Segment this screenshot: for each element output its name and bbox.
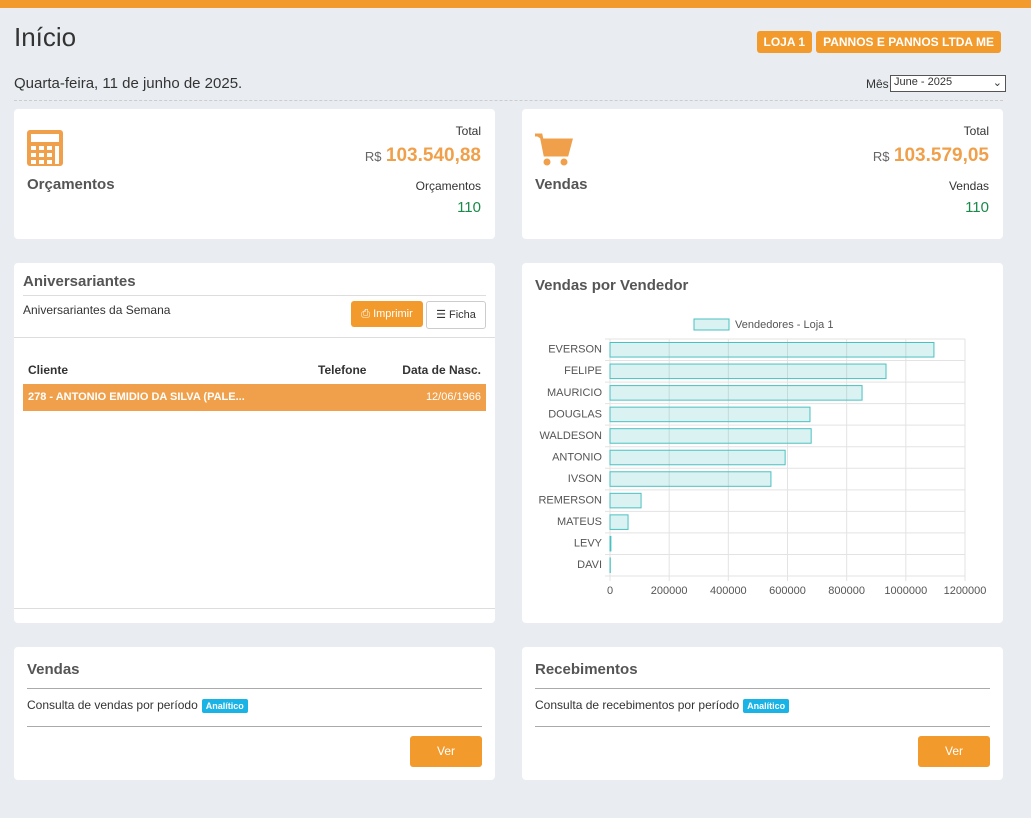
bar bbox=[610, 407, 810, 422]
month-select[interactable]: June - 2025 ⌄ bbox=[890, 75, 1006, 92]
month-label: Mês bbox=[866, 77, 889, 91]
x-tick-label: 600000 bbox=[769, 585, 806, 597]
column-header: Data de Nasc. bbox=[402, 363, 481, 377]
calculator-icon bbox=[26, 129, 64, 167]
y-tick-label: MATEUS bbox=[557, 516, 602, 528]
report-card: Recebimentos Consulta de recebimentos po… bbox=[522, 647, 1003, 780]
divider bbox=[535, 726, 990, 727]
bar bbox=[610, 493, 641, 508]
y-tick-label: LEVY bbox=[574, 538, 603, 550]
summary-name: Orçamentos bbox=[27, 176, 115, 193]
total-label: Total bbox=[964, 124, 989, 138]
table-row[interactable]: 278 - ANTONIO EMIDIO DA SILVA (PALE... 1… bbox=[23, 384, 486, 411]
summary-name: Vendas bbox=[535, 176, 588, 193]
view-button[interactable]: Ver bbox=[918, 736, 990, 767]
divider bbox=[14, 100, 1003, 101]
select-arrow: ⌄ bbox=[993, 76, 1002, 89]
y-tick-label: FELIPE bbox=[564, 365, 602, 377]
chart: 0 200000 400000 600000 800000 1000000 1200000 E… bbox=[522, 263, 1003, 623]
bar bbox=[610, 450, 785, 465]
button-label: Ficha bbox=[449, 309, 476, 321]
currency: R$ bbox=[365, 149, 382, 164]
tag: Analítico bbox=[202, 699, 248, 713]
print-button[interactable]: ⎙ Imprimir bbox=[351, 301, 423, 327]
x-tick-label: 400000 bbox=[710, 585, 747, 597]
cart-icon bbox=[535, 133, 573, 167]
divider bbox=[27, 688, 482, 689]
y-tick-label: WALDESON bbox=[539, 430, 602, 442]
column-header: Telefone bbox=[318, 363, 366, 377]
top-bar bbox=[0, 0, 1031, 8]
count-label: Orçamentos bbox=[416, 179, 481, 193]
page-title: Início bbox=[14, 22, 76, 53]
client: 278 - ANTONIO EMIDIO DA SILVA (PALE... bbox=[28, 391, 245, 403]
y-tick-label: IVSON bbox=[568, 473, 602, 485]
x-tick-label: 1200000 bbox=[944, 585, 987, 597]
count: 110 bbox=[965, 199, 989, 216]
bar bbox=[610, 364, 886, 379]
subtitle: Aniversariantes da Semana bbox=[23, 303, 170, 317]
summary-card: Orçamentos Total R$ 103.540,88 Orçamento… bbox=[14, 109, 495, 239]
total: 103.540,88 bbox=[386, 145, 481, 166]
card-title: Aniversariantes bbox=[23, 273, 136, 290]
ficha-button[interactable]: ☰ Ficha bbox=[426, 301, 486, 329]
divider bbox=[27, 726, 482, 727]
birthdate: 12/06/1966 bbox=[426, 391, 481, 403]
y-tick-label: ANTONIO bbox=[552, 451, 602, 463]
bar bbox=[610, 472, 771, 487]
bar bbox=[610, 429, 811, 444]
count: 110 bbox=[457, 199, 481, 216]
y-tick-label: REMERSON bbox=[538, 494, 602, 506]
x-tick-label: 800000 bbox=[828, 585, 865, 597]
card-title: Recebimentos bbox=[535, 661, 638, 678]
description: Consulta de recebimentos por período bbox=[535, 698, 739, 712]
description: Consulta de vendas por período bbox=[27, 698, 198, 712]
y-tick-label: EVERSON bbox=[548, 344, 602, 356]
total-label: Total bbox=[456, 124, 481, 138]
y-tick-label: DAVI bbox=[577, 559, 602, 571]
count-label: Vendas bbox=[949, 179, 989, 193]
legend-label: Vendedores - Loja 1 bbox=[735, 319, 833, 331]
column-header: Cliente bbox=[28, 363, 68, 377]
summary-card: Vendas Total R$ 103.579,05 Vendas 110 bbox=[522, 109, 1003, 239]
bar bbox=[610, 536, 611, 551]
currency: R$ bbox=[873, 149, 890, 164]
y-tick-label: DOUGLAS bbox=[548, 408, 602, 420]
x-tick-label: 0 bbox=[607, 585, 613, 597]
store-badge[interactable]: LOJA 1 bbox=[757, 31, 813, 53]
date: Quarta-feira, 11 de junho de 2025. bbox=[14, 75, 242, 92]
birthday-card: Aniversariantes Aniversariantes da Seman… bbox=[14, 263, 495, 623]
legend-swatch bbox=[694, 319, 729, 330]
divider bbox=[23, 295, 486, 296]
view-button[interactable]: Ver bbox=[410, 736, 482, 767]
tag: Analítico bbox=[743, 699, 789, 713]
x-tick-label: 1000000 bbox=[884, 585, 927, 597]
chart-card: Vendas por Vendedor 02000004000006000008… bbox=[522, 263, 1003, 623]
card-title: Vendas bbox=[27, 661, 80, 678]
report-description: Consulta de vendas por período Analítico bbox=[27, 698, 248, 712]
company-badge[interactable]: PANNOS E PANNOS LTDA ME bbox=[816, 31, 1001, 53]
button-label: Imprimir bbox=[373, 308, 413, 320]
bar bbox=[610, 343, 934, 358]
report-description: Consulta de recebimentos por período Anal… bbox=[535, 698, 789, 712]
divider bbox=[14, 608, 495, 609]
y-tick-label: MAURICIO bbox=[547, 387, 602, 399]
report-card: Vendas Consulta de vendas por período Ana… bbox=[14, 647, 495, 780]
badges: LOJA 1PANNOS E PANNOS LTDA ME bbox=[753, 31, 1001, 53]
total: 103.579,05 bbox=[894, 145, 989, 166]
divider bbox=[535, 688, 990, 689]
month-value: June - 2025 bbox=[894, 76, 952, 88]
x-tick-label: 200000 bbox=[651, 585, 688, 597]
divider bbox=[14, 337, 495, 338]
bar bbox=[610, 515, 628, 530]
bar bbox=[610, 386, 862, 401]
